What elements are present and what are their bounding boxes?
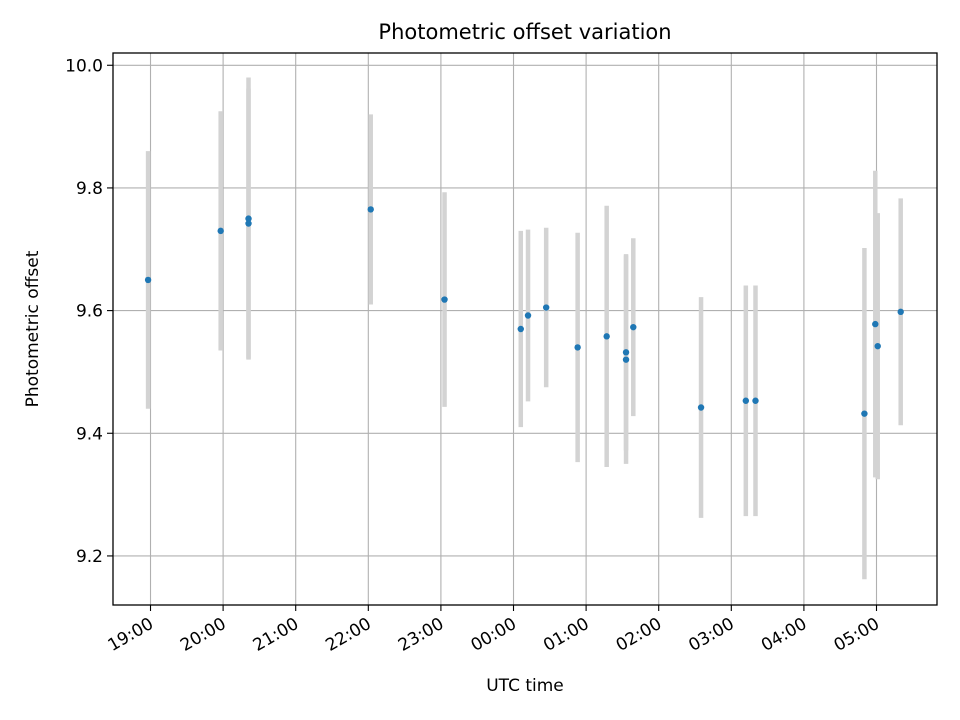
x-tick-label: 19:00 bbox=[105, 614, 157, 656]
data-point bbox=[245, 220, 252, 227]
x-tick-label: 04:00 bbox=[758, 614, 810, 656]
x-tick-label: 20:00 bbox=[177, 614, 229, 656]
data-point bbox=[622, 349, 630, 356]
data-points bbox=[144, 206, 904, 417]
y-tick-label: 9.6 bbox=[76, 302, 103, 322]
data-point bbox=[441, 296, 448, 303]
chart-title: Photometric offset variation bbox=[378, 20, 671, 44]
data-point bbox=[752, 397, 759, 404]
x-tick-label: 03:00 bbox=[685, 614, 737, 656]
data-point bbox=[897, 308, 904, 316]
y-axis-ticks: 9.2 9.4 9.6 9.8 10.0 bbox=[65, 56, 113, 567]
data-point bbox=[542, 304, 550, 311]
x-tick-label: 22:00 bbox=[322, 614, 374, 656]
x-tick-label: 02:00 bbox=[613, 614, 665, 656]
y-tick-label: 9.2 bbox=[76, 547, 103, 567]
plot-frame bbox=[112, 52, 938, 606]
data-point bbox=[367, 206, 374, 213]
data-point bbox=[524, 312, 532, 319]
x-tick-label: 01:00 bbox=[540, 614, 592, 656]
data-point bbox=[574, 344, 581, 351]
y-tick-label: 9.8 bbox=[76, 179, 103, 199]
grid bbox=[113, 53, 937, 605]
data-point bbox=[517, 325, 524, 333]
y-tick-label: 9.4 bbox=[76, 424, 103, 444]
data-point bbox=[630, 323, 637, 331]
data-point bbox=[861, 410, 868, 417]
data-point bbox=[622, 356, 630, 363]
data-point bbox=[874, 342, 881, 350]
x-tick-label: 00:00 bbox=[468, 614, 520, 656]
data-point bbox=[603, 333, 610, 340]
data-point bbox=[245, 215, 252, 222]
data-point bbox=[144, 276, 152, 284]
x-axis-label: UTC time bbox=[486, 676, 564, 696]
x-tick-label: 23:00 bbox=[395, 614, 447, 656]
data-point bbox=[697, 404, 705, 411]
x-tick-label: 21:00 bbox=[250, 614, 302, 656]
y-axis-label: Photometric offset bbox=[23, 250, 43, 407]
data-point bbox=[872, 320, 879, 328]
y-tick-label: 10.0 bbox=[65, 56, 103, 76]
error-bars bbox=[145, 77, 903, 580]
x-tick-label: 05:00 bbox=[831, 614, 883, 656]
data-point bbox=[217, 227, 224, 235]
data-point bbox=[742, 397, 750, 404]
x-axis-ticks: 19:00 20:00 21:00 22:00 23:00 00:00 01:00 02:00… bbox=[105, 605, 883, 656]
